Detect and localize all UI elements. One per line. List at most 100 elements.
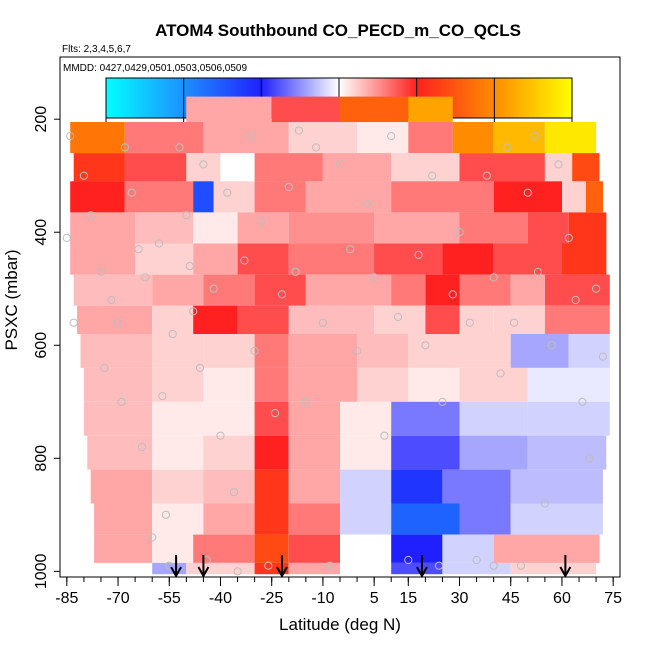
heatmap-cell [544,305,610,334]
y-tick-label: 1000 [33,553,50,589]
observation-point [100,363,109,372]
x-tick-label: -55 [158,590,181,607]
heatmap-cell [510,469,603,504]
heatmap-cell [152,503,204,535]
heatmap-cell [568,334,610,368]
heatmap-cell [391,153,460,182]
observation-point [370,273,379,282]
heatmap-cell [193,243,238,275]
heatmap-cell [408,367,460,402]
observation-point [301,397,310,406]
heatmap-cell [83,367,153,402]
x-tick-label: 15 [399,590,417,607]
heatmap-cell [254,274,306,306]
heatmap-cell [493,305,545,334]
heatmap-cell [135,212,194,244]
observation-point [141,273,150,282]
profile-arrow-head [559,566,572,579]
heatmap-cell [391,435,460,470]
heatmap-cell [94,534,153,563]
heatmap-cell [452,122,494,154]
heatmap-cell [510,562,597,575]
heatmap-cell [527,212,569,244]
observation-point [434,561,444,570]
heatmap-cell [340,401,392,436]
heatmap-cell [152,305,194,334]
heatmap-cell [493,122,545,154]
observation-point [216,431,225,440]
profile-arrow-head [170,566,182,579]
heatmap-cell [77,305,153,334]
heatmap-cell [254,562,289,575]
heatmap-cell [288,401,340,436]
heatmap-cell [237,243,289,275]
observation-point [404,555,413,565]
x-tick-label: 60 [553,590,571,607]
observation-point [509,318,519,327]
heatmap-cell [340,503,392,535]
heatmap-cell [70,181,125,213]
observation-point [489,273,498,282]
heatmap-cell [510,503,603,535]
heatmap-cell [193,212,238,244]
x-tick-label: 5 [370,590,379,607]
heatmap-cell [288,435,340,470]
heatmap-cell [544,122,597,154]
observation-point [523,188,532,197]
heatmap-cell [237,305,289,334]
observation-point [325,561,334,570]
observation-point [158,392,167,401]
y-tick-label: 800 [33,445,50,472]
observation-point [62,233,71,242]
observation-point [117,397,126,406]
heatmap-cell [374,243,443,275]
heatmap-cell [568,212,607,244]
heatmap-cell [124,181,194,213]
profile-arrow-head [197,566,210,579]
heatmap-cell [562,181,586,213]
observation-point [189,307,198,316]
heatmap-cell [220,153,255,182]
heatmap-cell [70,212,136,244]
heatmap-cell [459,503,511,535]
heatmap-cell [83,401,153,436]
heatmap-cell [73,274,153,306]
heatmap-cell [544,274,610,306]
y-tick-label: 400 [33,219,50,246]
heatmap-cell [391,534,443,563]
heatmap-cell [203,334,255,368]
x-axis-label: Latitude (deg N) [279,615,401,634]
observation-point [516,561,526,570]
heatmap-cell [288,212,375,244]
observation-point [182,211,191,220]
observation-point [421,341,430,350]
heatmap-cell [152,562,187,575]
observation-point [165,561,174,570]
y-tick-label: 200 [33,106,50,133]
heatmap-cell [254,367,289,402]
dates-label: MMDD: 0427,0429,0501,0503,0506,0509 [63,63,247,74]
heatmap-cell [459,305,494,334]
heatmap-cell [254,401,289,436]
observation-point [250,346,259,355]
observation-point [175,143,184,152]
observation-point [335,160,345,169]
observation-point [346,245,355,254]
x-tick-label: 30 [451,590,469,607]
heatmap-cell [510,334,569,368]
heatmap-cell [254,435,289,470]
observation-point [585,454,594,463]
heatmap-cell [493,181,562,213]
observation-point [472,555,481,565]
heatmap-cell [459,367,528,402]
observation-point [240,256,249,265]
observation-point [312,143,321,152]
observation-point [363,199,372,209]
heatmap-cell [254,153,323,182]
heatmap-cell [288,469,340,504]
heatmap-cell [572,153,600,182]
heatmap-cell [152,334,204,368]
heatmap-cell [493,534,600,563]
observation-point [291,267,300,276]
observation-point [168,329,177,339]
